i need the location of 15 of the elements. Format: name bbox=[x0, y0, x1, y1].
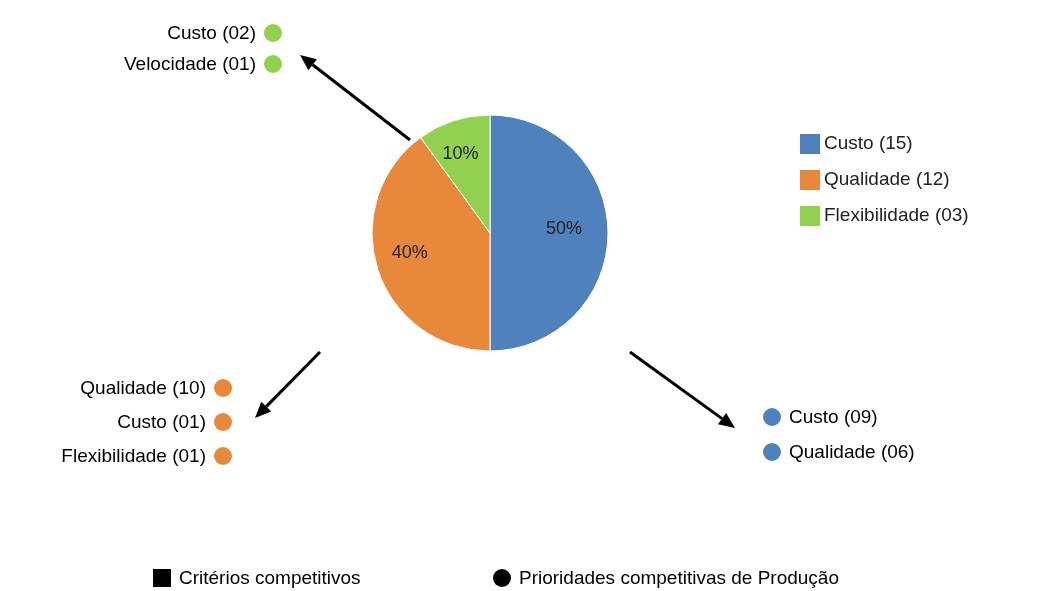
text: Custo (09) bbox=[789, 406, 878, 428]
legend-label: Flexibilidade (03) bbox=[824, 204, 969, 225]
text: Custo (01) bbox=[117, 411, 206, 433]
data-label: 40% bbox=[391, 242, 428, 263]
legend-label: Custo (15) bbox=[824, 132, 913, 153]
text: Critérios competitivos bbox=[179, 567, 361, 589]
text: Flexibilidade (01) bbox=[61, 445, 206, 467]
text: Velocidade (01) bbox=[123, 53, 256, 75]
text: Qualidade (10) bbox=[80, 377, 206, 399]
text: Qualidade (06) bbox=[789, 441, 915, 463]
data-label: 10% bbox=[442, 142, 479, 163]
data-label: 50% bbox=[545, 218, 583, 238]
text: Prioridades competitivas de Produção bbox=[519, 567, 840, 589]
text: Custo (02) bbox=[167, 22, 256, 44]
legend-label: Qualidade (12) bbox=[824, 168, 950, 189]
